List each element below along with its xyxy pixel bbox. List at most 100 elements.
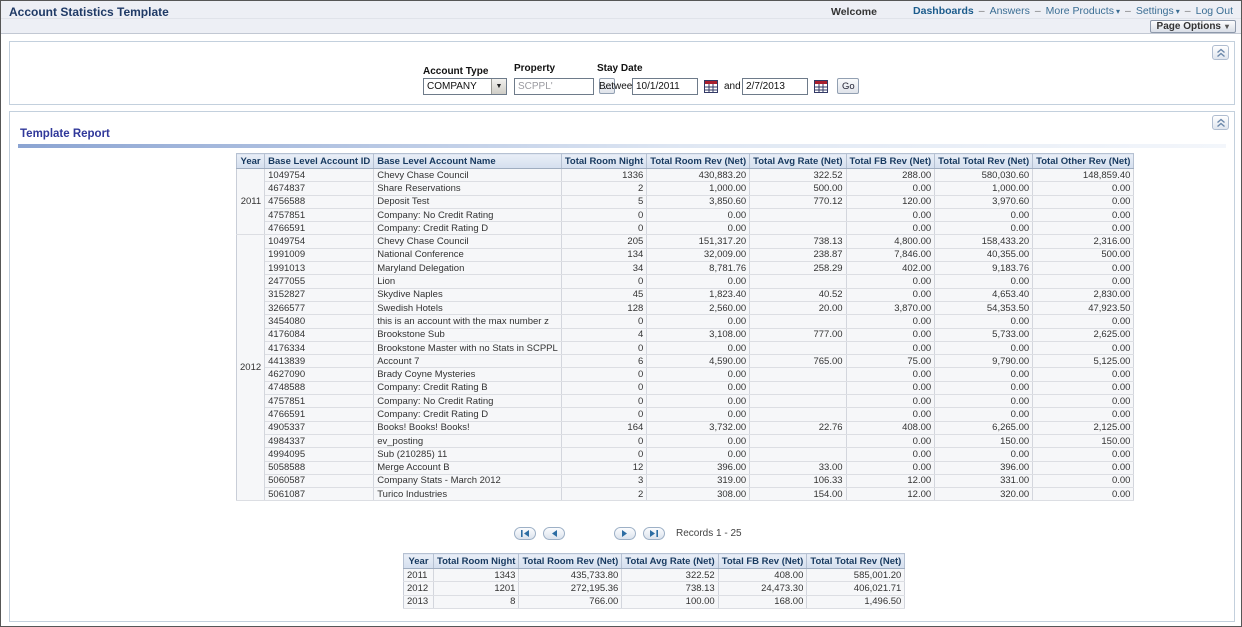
column-header[interactable]: Total Total Rev (Net): [934, 153, 1034, 169]
year-cell-value: 2012: [403, 581, 434, 596]
column-header[interactable]: Total FB Rev (Net): [845, 153, 936, 169]
table-row: 4756588 Deposit Test 5 3,850.60 770.12 120.00…: [237, 195, 1135, 209]
nav-settings[interactable]: Settings ▾: [1135, 5, 1180, 17]
column-header[interactable]: Total Room Rev (Net): [518, 553, 623, 569]
other-rev-cell: 0.00: [1032, 447, 1135, 462]
account-name-cell: this is an account with the max number z: [373, 314, 562, 329]
collapse-section-button[interactable]: [1212, 115, 1229, 130]
column-header[interactable]: Total Room Night: [432, 553, 520, 569]
room-rev-cell: 0.00: [646, 394, 751, 409]
avg-rate-cell: 22.76: [749, 421, 847, 435]
total-rev-cell: 4,653.40: [934, 288, 1034, 302]
room-night-cell: 6: [561, 354, 648, 369]
column-header[interactable]: Total Other Rev (Net): [1032, 153, 1135, 169]
avg-rate-cell: [749, 394, 847, 409]
fb-rev-cell: 402.00: [846, 261, 936, 276]
account-type-label: Account Type: [423, 66, 489, 77]
account-name-cell: Company: No Credit Rating: [373, 208, 562, 223]
fb-rev-cell: 12.00: [846, 474, 936, 489]
room-night-cell: 0: [561, 341, 648, 356]
fb-rev-cell: 0.00: [846, 314, 936, 329]
page-options-label: Page Options: [1156, 21, 1221, 32]
account-name-cell: Swedish Hotels: [373, 301, 562, 316]
total-rev-cell: 0.00: [934, 447, 1034, 462]
avg-rate-cell: 40.52: [749, 288, 847, 302]
total-rev-cell: 0.00: [934, 314, 1034, 329]
property-browse-button[interactable]: ...: [599, 78, 615, 94]
column-header[interactable]: Year: [403, 553, 434, 569]
room-night-cell: 5: [561, 195, 648, 209]
other-rev-cell: 2,830.00: [1032, 288, 1135, 302]
account-id-cell: 4756588: [264, 195, 375, 209]
column-header[interactable]: Total Avg Rate (Net): [621, 553, 719, 569]
total-rev-cell: 0.00: [934, 407, 1034, 422]
go-button[interactable]: Go: [837, 78, 859, 94]
other-rev-cell: 0.00: [1032, 407, 1135, 422]
room-rev-cell: 3,732.00: [646, 421, 751, 435]
previous-page-button[interactable]: [543, 526, 565, 540]
other-rev-cell: 0.00: [1032, 394, 1135, 409]
avg-rate-cell: [749, 434, 847, 449]
collapse-section-button[interactable]: [1212, 45, 1229, 60]
total-rev-cell: 9,183.76: [934, 261, 1034, 276]
column-header[interactable]: Base Level Account Name: [373, 153, 562, 169]
total-rev-cell: 0.00: [934, 221, 1034, 236]
nav-log-out[interactable]: Log Out: [1195, 5, 1233, 17]
account-name-cell: Lion: [373, 274, 562, 289]
column-header[interactable]: Year: [235, 153, 266, 169]
summary-value-cell: 406,021.71: [806, 581, 906, 596]
room-rev-cell: 319.00: [646, 474, 751, 489]
account-id-cell: 3454080: [264, 314, 375, 329]
other-rev-cell: 2,625.00: [1032, 328, 1135, 342]
nav-dashboards[interactable]: Dashboards: [913, 5, 974, 17]
table-row: 4748588 Company: Credit Rating B 0 0.00 0.00…: [237, 381, 1135, 396]
account-id-cell: 4766591: [264, 221, 375, 236]
column-header[interactable]: Total Total Rev (Net): [806, 553, 906, 569]
room-rev-cell: 0.00: [646, 208, 751, 223]
column-header[interactable]: Total Room Rev (Net): [646, 153, 751, 169]
room-rev-cell: 0.00: [646, 367, 751, 382]
first-page-icon: [521, 529, 529, 537]
nav-answers[interactable]: Answers: [989, 5, 1030, 17]
account-id-cell: 4176084: [264, 328, 375, 342]
room-rev-cell: 0.00: [646, 274, 751, 289]
column-header[interactable]: Total FB Rev (Net): [717, 553, 808, 569]
welcome-text: Welcome: [831, 6, 877, 18]
summary-value-cell: 585,001.20: [806, 568, 906, 583]
account-name-cell: Brookstone Master with no Stats in SCPPL: [373, 341, 562, 356]
stay-date-to-input[interactable]: [742, 78, 808, 95]
last-page-button[interactable]: [643, 526, 665, 540]
room-night-cell: 2: [561, 487, 648, 502]
column-header[interactable]: Base Level Account ID: [264, 153, 375, 169]
table-row: 4757851 Company: No Credit Rating 0 0.00 0.0…: [237, 208, 1135, 223]
records-label: Records 1 - 25: [676, 527, 742, 539]
nav-more-products[interactable]: More Products ▾: [1045, 5, 1120, 17]
room-rev-cell: 32,009.00: [646, 248, 751, 263]
page-options-button[interactable]: Page Options ▾: [1149, 20, 1236, 33]
chevron-down-icon: ▾: [1175, 7, 1180, 16]
avg-rate-cell: 765.00: [749, 354, 847, 369]
next-page-button[interactable]: [614, 526, 636, 540]
first-page-button[interactable]: [514, 526, 536, 540]
column-header[interactable]: Total Avg Rate (Net): [749, 153, 847, 169]
account-id-cell: 1049754: [264, 167, 375, 183]
summary-value-cell: 1,496.50: [806, 595, 906, 609]
account-id-cell: 4674837: [264, 181, 375, 196]
account-id-cell: 3152827: [264, 288, 375, 302]
year-group-label: 2012: [236, 234, 266, 502]
account-id-cell: 1049754: [264, 234, 375, 249]
avg-rate-cell: [749, 221, 847, 236]
column-header[interactable]: Total Room Night: [560, 153, 648, 169]
room-rev-cell: 151,317.20: [646, 234, 751, 249]
table-row: 4674837 Share Reservations 2 1,000.00 500.00…: [237, 181, 1135, 196]
stay-date-from-input[interactable]: [632, 78, 698, 95]
table-row: 2011 1343 435,733.80 322.52 408.00 585,001.20: [403, 568, 906, 583]
account-type-select[interactable]: COMPANY ▼: [423, 78, 507, 95]
table-row: 4766591 Company: Credit Rating D 0 0.00 0.00…: [237, 221, 1135, 236]
calendar-icon[interactable]: [704, 80, 718, 93]
calendar-icon[interactable]: [814, 80, 828, 93]
table-row: 2012 1201 272,195.36 738.13 24,473.30 406,021…: [403, 581, 906, 596]
room-rev-cell: 0.00: [646, 381, 751, 396]
fb-rev-cell: 0.00: [846, 461, 936, 475]
property-input[interactable]: [514, 78, 594, 95]
